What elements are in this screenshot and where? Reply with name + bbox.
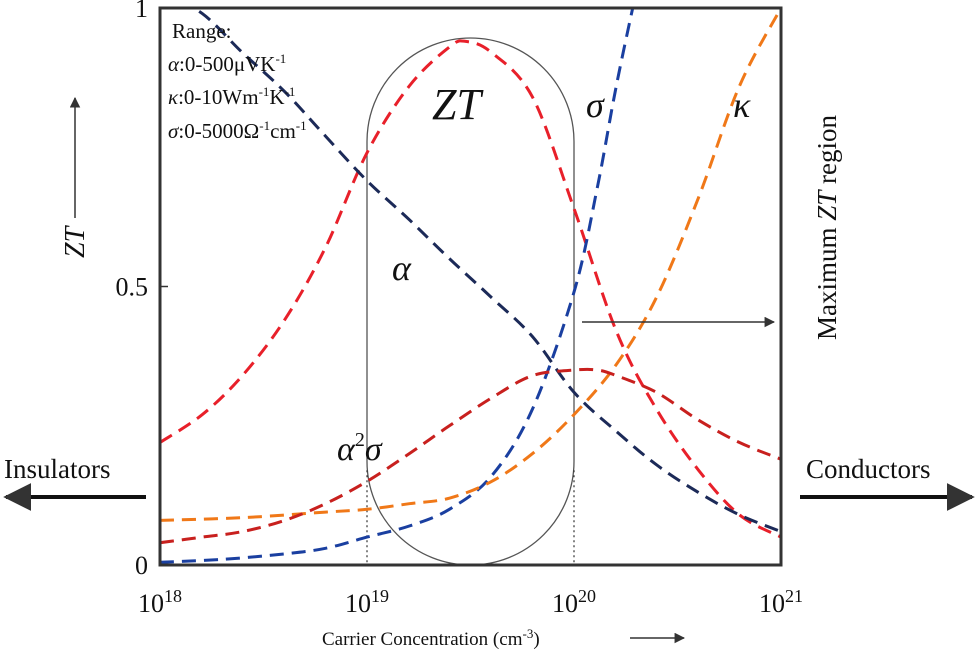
range-legend: Range: α:0-500μVK-1 κ:0-10Wm-1K-1 σ:0-50… bbox=[168, 19, 307, 143]
series-line-3 bbox=[160, 8, 781, 522]
x-tick-labels: 1018 1019 1020 1021 bbox=[138, 586, 803, 618]
y-axis-label-group: ZT bbox=[60, 96, 91, 258]
right-axis-label: Maximum ZT region bbox=[812, 114, 842, 340]
range-alpha: α:0-500μVK-1 bbox=[168, 51, 286, 76]
x-tick-label-3: 1021 bbox=[759, 586, 803, 618]
region-guides bbox=[366, 37, 575, 566]
x-tick-label-1: 1019 bbox=[345, 586, 389, 618]
y-tick-label-2: 1 bbox=[135, 0, 148, 23]
y-axis-label: ZT bbox=[60, 224, 91, 258]
power-factor-annotation: α2σ bbox=[337, 429, 383, 468]
x-tick-label-0: 1018 bbox=[138, 586, 182, 618]
conductors-label: Conductors bbox=[806, 454, 931, 484]
y-tick-label-1: 0.5 bbox=[116, 273, 149, 302]
range-kappa: κ:0-10Wm-1K-1 bbox=[168, 84, 295, 109]
series-layer bbox=[160, 8, 781, 564]
alpha-annotation: α bbox=[392, 248, 412, 288]
series-line-1 bbox=[190, 8, 781, 533]
kappa-annotation: κ bbox=[733, 85, 751, 125]
insulators-label: Insulators bbox=[4, 454, 110, 484]
y-tick-labels: 00.51 bbox=[116, 0, 168, 580]
range-sigma: σ:0-5000Ω-1cm-1 bbox=[168, 118, 307, 143]
sigma-annotation: σ bbox=[586, 85, 605, 125]
series-line-0 bbox=[160, 39, 781, 539]
optimal-region-outline bbox=[366, 37, 575, 566]
series-line-4 bbox=[160, 367, 781, 545]
x-tick-label-2: 1020 bbox=[552, 586, 596, 618]
y-tick-label-0: 0 bbox=[135, 551, 148, 580]
zt-annotation: ZT bbox=[432, 80, 484, 129]
range-title: Range: bbox=[172, 19, 231, 43]
x-axis-label: Carrier Concentration (cm-3) bbox=[322, 626, 540, 650]
